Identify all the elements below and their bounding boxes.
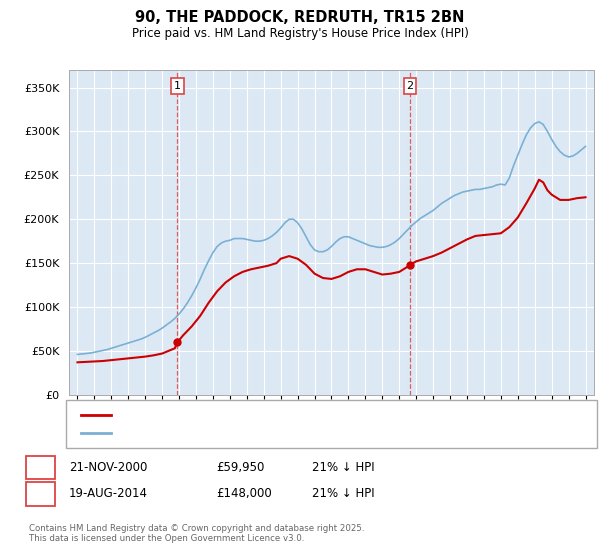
Text: 21-NOV-2000: 21-NOV-2000	[69, 461, 148, 474]
Text: £148,000: £148,000	[216, 487, 272, 501]
Text: Price paid vs. HM Land Registry's House Price Index (HPI): Price paid vs. HM Land Registry's House …	[131, 27, 469, 40]
Text: 90, THE PADDOCK, REDRUTH, TR15 2BN: 90, THE PADDOCK, REDRUTH, TR15 2BN	[136, 10, 464, 25]
Text: 2: 2	[37, 487, 44, 501]
Text: Contains HM Land Registry data © Crown copyright and database right 2025.
This d: Contains HM Land Registry data © Crown c…	[29, 524, 364, 543]
Text: 2: 2	[406, 81, 413, 91]
Text: 19-AUG-2014: 19-AUG-2014	[69, 487, 148, 501]
Text: 21% ↓ HPI: 21% ↓ HPI	[312, 461, 374, 474]
Text: 1: 1	[174, 81, 181, 91]
Text: 21% ↓ HPI: 21% ↓ HPI	[312, 487, 374, 501]
Text: 90, THE PADDOCK, REDRUTH, TR15 2BN (semi-detached house): 90, THE PADDOCK, REDRUTH, TR15 2BN (semi…	[118, 410, 469, 420]
Text: 1: 1	[37, 461, 44, 474]
Text: £59,950: £59,950	[216, 461, 265, 474]
Text: HPI: Average price, semi-detached house, Cornwall: HPI: Average price, semi-detached house,…	[118, 428, 398, 438]
